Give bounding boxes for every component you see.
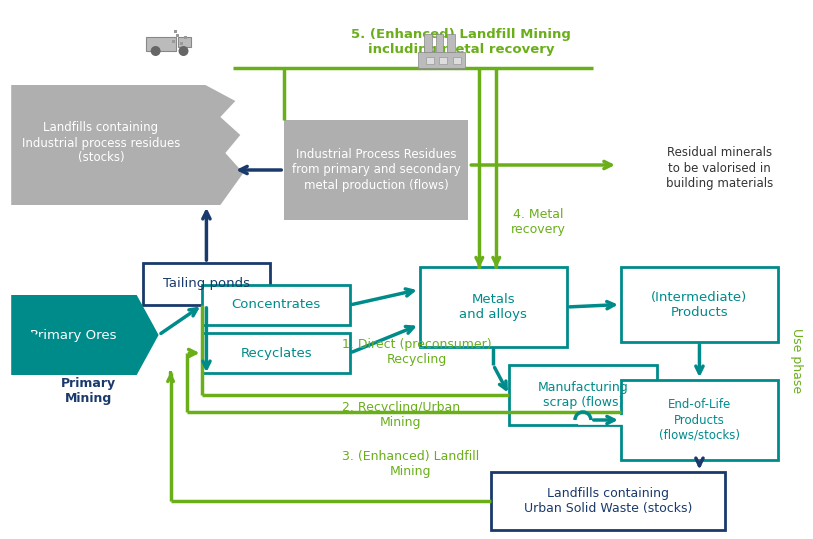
Bar [202,285,350,325]
Circle shape [150,46,161,56]
Polygon shape [11,85,243,205]
Bar [420,267,567,347]
Text: Tailing ponds: Tailing ponds [163,278,250,291]
Text: Residual minerals
to be valorised in
building materials: Residual minerals to be valorised in bui… [666,147,773,190]
Bar [142,263,270,305]
Text: Primary Ores: Primary Ores [30,328,116,342]
Bar [172,40,175,43]
Circle shape [179,46,189,56]
Text: 2. Recycling/Urban
Mining: 2. Recycling/Urban Mining [342,401,460,429]
Text: 3. (Enhanced) Landfill
Mining: 3. (Enhanced) Landfill Mining [342,450,479,478]
Bar [180,42,183,45]
Bar [621,380,778,460]
Bar [436,34,443,52]
Text: Industrial Process Residues
from primary and secondary
metal production (flows): Industrial Process Residues from primary… [292,149,461,191]
Bar [425,57,433,64]
Bar [509,365,657,425]
Bar [621,267,778,342]
Text: 1. Direct (preconsumer)
Recycling: 1. Direct (preconsumer) Recycling [342,338,492,366]
Text: End-of-Life
Products
(flows/stocks): End-of-Life Products (flows/stocks) [659,398,740,441]
Bar [184,36,186,39]
Bar [173,30,176,33]
Bar [146,37,176,51]
Text: Landfills containing
Urban Solid Waste (stocks): Landfills containing Urban Solid Waste (… [524,487,693,515]
Bar [284,120,468,220]
Bar [447,34,455,52]
Bar [418,52,465,68]
Text: Landfills containing
Industrial process residues
(stocks): Landfills containing Industrial process … [22,121,180,164]
Polygon shape [11,295,159,375]
Bar [454,57,462,64]
Text: Manufacturing
scrap (flows): Manufacturing scrap (flows) [537,381,628,409]
Text: Metals
and alloys: Metals and alloys [459,293,527,321]
Bar [424,34,432,52]
Text: Primary
Mining: Primary Mining [61,377,116,405]
Text: Recyclates: Recyclates [241,347,312,360]
Bar [177,37,192,47]
Text: 4. Metal
recovery: 4. Metal recovery [511,208,566,236]
Bar [202,333,350,373]
Text: Use phase: Use phase [789,328,802,393]
Text: (Intermediate)
Products: (Intermediate) Products [651,291,748,319]
Text: 5. (Enhanced) Landfill Mining
including metal recovery: 5. (Enhanced) Landfill Mining including … [351,28,572,56]
Bar [440,57,447,64]
Bar [491,472,725,530]
Text: Concentrates: Concentrates [232,299,321,312]
Bar [176,34,179,37]
